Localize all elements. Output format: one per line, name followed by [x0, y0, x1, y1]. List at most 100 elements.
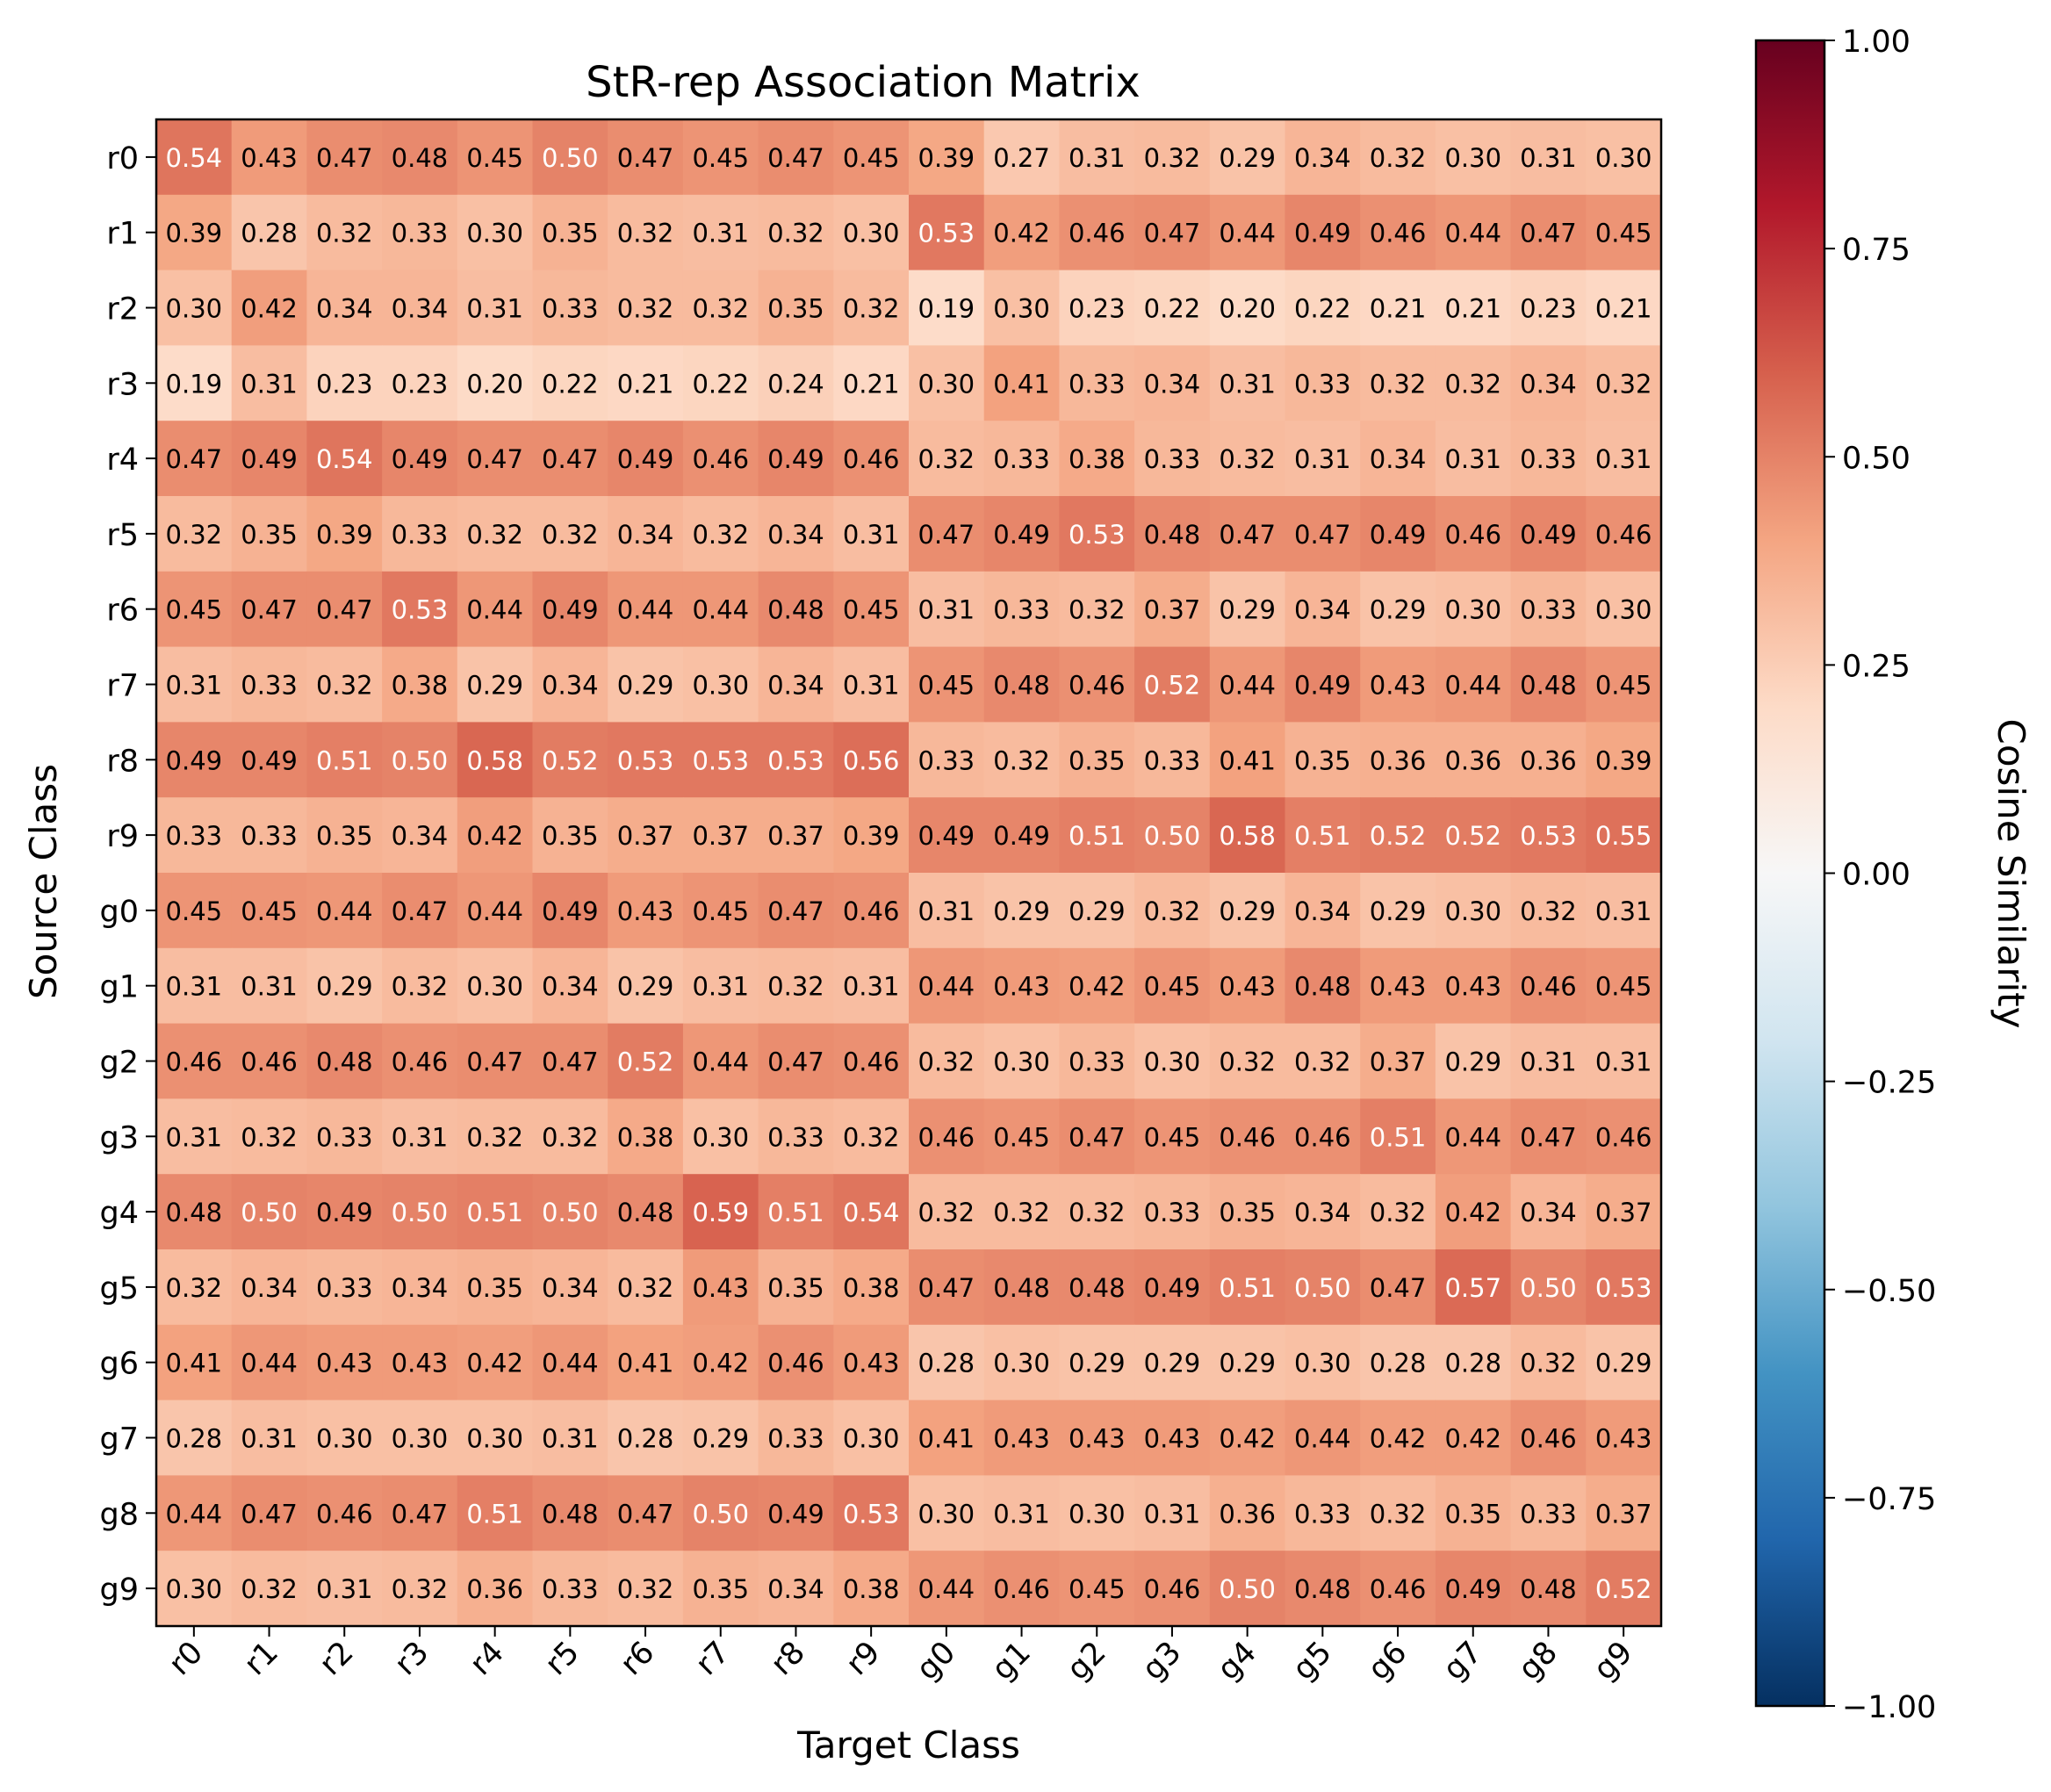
- heatmap-cells: [156, 119, 1662, 1627]
- heatmap-cell: [1209, 722, 1286, 798]
- cell-value-label: 0.46: [1595, 520, 1652, 550]
- cell-value-label: 0.32: [993, 1198, 1050, 1227]
- heatmap-cell: [1510, 1551, 1587, 1627]
- heatmap-cell: [1435, 1551, 1512, 1627]
- heatmap-cell: [306, 270, 383, 346]
- heatmap-cell: [156, 1023, 233, 1099]
- heatmap-cell: [1209, 797, 1286, 874]
- x-tick-label: r6: [614, 1635, 661, 1682]
- heatmap-cell: [608, 1023, 684, 1099]
- heatmap-cell: [983, 345, 1060, 421]
- cell-value-label: 0.21: [1595, 294, 1652, 324]
- heatmap-cell: [382, 270, 458, 346]
- heatmap-cell: [1209, 1400, 1286, 1476]
- heatmap-cell: [1586, 1023, 1662, 1099]
- heatmap-cell: [833, 1324, 910, 1401]
- heatmap-cell: [1360, 1174, 1436, 1250]
- cell-value-label: 0.29: [1219, 595, 1276, 625]
- heatmap-cell: [532, 1249, 608, 1326]
- heatmap-cell: [1510, 496, 1587, 572]
- cell-value-label: 0.46: [316, 1499, 373, 1529]
- heatmap-cell: [1435, 722, 1512, 798]
- cell-value-label: 0.23: [392, 369, 449, 399]
- cell-value-label: 0.39: [843, 821, 900, 851]
- heatmap-cell: [1435, 646, 1512, 723]
- cell-value-label: 0.43: [1069, 1424, 1126, 1454]
- cell-value-label: 0.46: [241, 1047, 298, 1077]
- cell-value-label: 0.45: [692, 143, 749, 173]
- heatmap-cell: [1586, 646, 1662, 723]
- cell-value-label: 0.33: [241, 671, 298, 701]
- cell-value-label: 0.44: [316, 896, 373, 926]
- cell-value-label: 0.32: [1144, 896, 1201, 926]
- x-tick-label: g7: [1436, 1635, 1489, 1688]
- heatmap-cell: [758, 1551, 834, 1627]
- heatmap-cell: [1435, 1023, 1512, 1099]
- heatmap-cell: [682, 797, 759, 874]
- cell-value-label: 0.34: [1294, 896, 1351, 926]
- heatmap-cell: [758, 194, 834, 271]
- cell-value-label: 0.30: [1595, 143, 1652, 173]
- heatmap-cell: [608, 1324, 684, 1401]
- cell-value-label: 0.46: [1069, 671, 1126, 701]
- cell-value-label: 0.28: [918, 1349, 975, 1378]
- cell-value-label: 0.32: [1294, 1047, 1351, 1077]
- cell-value-label: 0.45: [166, 896, 223, 926]
- heatmap-cell: [306, 1551, 383, 1627]
- cell-value-label: 0.33: [1069, 1047, 1126, 1077]
- y-tick-label: g4: [100, 1196, 140, 1231]
- heatmap-cell: [457, 1174, 534, 1250]
- heatmap-cell: [457, 947, 534, 1025]
- cell-value-label: 0.47: [767, 896, 824, 926]
- cell-value-label: 0.49: [993, 821, 1050, 851]
- cell-value-label: 0.31: [843, 972, 900, 1002]
- colorbar-tick-label: −0.50: [1842, 1274, 1936, 1309]
- x-axis-ticks: r0 r1 r2 r3 r4 r5 r6 r7 r8 r9 g0 g1 g2 g3 g4 g5 g6 g7 g8 g9: [162, 1626, 1640, 1688]
- heatmap-cell: [909, 119, 985, 196]
- cell-value-label: 0.47: [392, 1499, 449, 1529]
- cell-value-label: 0.37: [1370, 1047, 1427, 1077]
- y-tick-label: g1: [100, 970, 140, 1005]
- cell-value-label: 0.30: [692, 671, 749, 701]
- y-tick-label: r3: [106, 367, 139, 402]
- heatmap-cell: [833, 345, 910, 421]
- cell-value-label: 0.46: [1370, 219, 1427, 248]
- heatmap-cell: [231, 1324, 307, 1401]
- heatmap-cell: [1360, 496, 1436, 572]
- cell-value-label: 0.42: [1444, 1424, 1501, 1454]
- cell-value-label: 0.51: [1294, 821, 1351, 851]
- cell-value-label: 0.45: [692, 896, 749, 926]
- heatmap-cell: [306, 1174, 383, 1250]
- y-tick-label: r2: [106, 292, 139, 327]
- cell-value-label: 0.43: [993, 1424, 1050, 1454]
- heatmap-cell: [833, 873, 910, 949]
- cell-value-label: 0.31: [316, 1574, 373, 1604]
- heatmap-cell: [608, 421, 684, 497]
- heatmap-cell: [1285, 1023, 1361, 1099]
- colorbar-tick-label: 0.25: [1842, 649, 1911, 684]
- cell-value-label: 0.32: [617, 294, 674, 324]
- cell-value-label: 0.49: [1144, 1273, 1201, 1303]
- heatmap-cell: [306, 496, 383, 572]
- cell-value-label: 0.47: [1144, 219, 1201, 248]
- cell-value-label: 0.39: [918, 143, 975, 173]
- heatmap-cell: [608, 947, 684, 1025]
- cell-value-label: 0.53: [617, 745, 674, 775]
- heatmap-cell: [1059, 194, 1135, 271]
- cell-value-label: 0.30: [1444, 896, 1501, 926]
- x-tick-label: g0: [910, 1635, 962, 1688]
- cell-value-label: 0.47: [392, 896, 449, 926]
- heatmap-cell: [306, 947, 383, 1025]
- heatmap-cell: [608, 1174, 684, 1250]
- cell-value-label: 0.49: [767, 1499, 824, 1529]
- cell-value-label: 0.48: [392, 143, 449, 173]
- heatmap-cell: [983, 646, 1060, 723]
- heatmap-cell: [231, 270, 307, 346]
- cell-value-label: 0.31: [166, 671, 223, 701]
- x-axis-label: Target Class: [796, 1724, 1020, 1767]
- cell-value-label: 0.29: [1370, 595, 1427, 625]
- heatmap-cell: [1586, 1174, 1662, 1250]
- cell-value-label: 0.41: [166, 1349, 223, 1378]
- y-axis-label: Source Class: [22, 764, 65, 999]
- cell-value-label: 0.56: [843, 745, 900, 775]
